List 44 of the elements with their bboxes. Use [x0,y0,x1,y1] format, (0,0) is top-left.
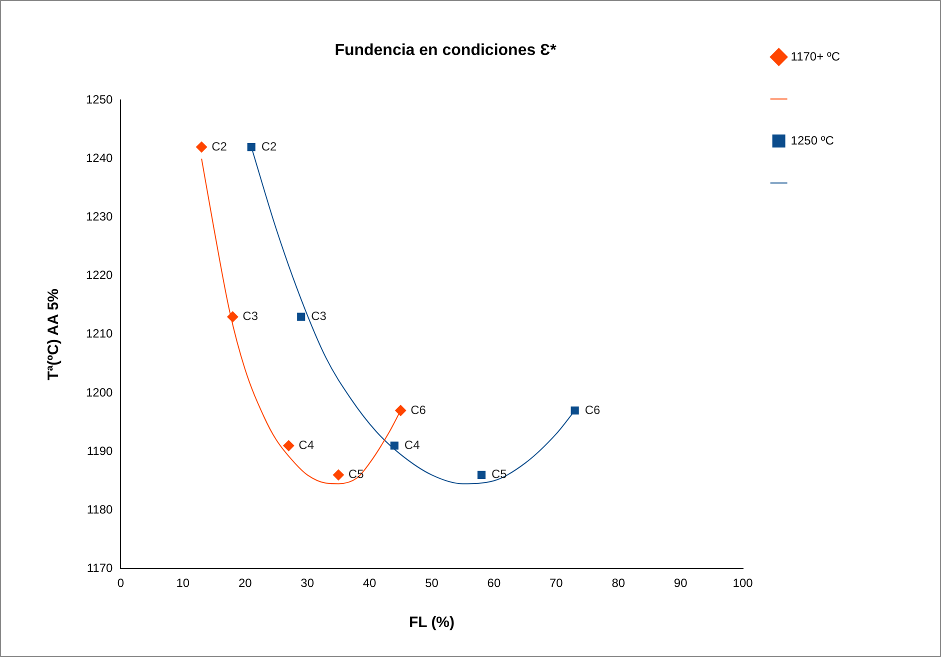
x-tick-label: 100 [732,576,754,590]
y-tick-label: 1200 [86,385,114,400]
x-axis-title: FL (%) [408,614,455,632]
annotation: C3 [242,309,258,324]
annotation: C2 [212,139,228,154]
annotation: C4 [404,438,420,452]
annotation: C2 [261,139,278,154]
legend-label: 1250 ºC [790,133,834,148]
y-tick-label: 1170 [86,560,114,575]
x-tick-label: 50 [425,576,439,590]
x-tick-label: 40 [362,576,377,590]
x-tick-label: 10 [176,576,190,590]
y-tick-label: 1240 [86,151,114,166]
y-tick-label: 1230 [86,210,114,224]
point [247,143,256,152]
y-tick-label: 1250 [86,92,114,107]
point [390,442,398,450]
y-tick-label: 1220 [86,268,114,282]
x-tick-label: 30 [300,576,314,590]
annotation: C6 [584,402,600,417]
y-tick-label: 1180 [86,502,114,516]
y-tick-label: 1190 [86,444,114,458]
x-tick-label: 60 [487,576,501,590]
annotation: C6 [410,402,426,417]
point [283,440,294,452]
point [227,311,238,322]
x-tick-label: 80 [612,576,626,590]
x-tick-label: 0 [117,576,124,590]
chart-title: Fundencia en condiciones Ɛ* [334,42,558,60]
x-tick-label: 90 [674,576,688,590]
y-axis-title: Tª(ºC) AA 5% [45,288,62,380]
x-tick-label: 70 [549,576,564,590]
point [395,405,406,416]
annotation: C4 [298,438,314,452]
point [332,469,344,480]
x-tick-label: 20 [238,576,252,590]
point [297,312,306,321]
point [196,142,208,153]
legend-label: 1170+ ºC [790,49,840,64]
point [477,470,486,479]
annotation: C3 [311,309,327,324]
point [570,406,579,415]
annotation: C5 [492,467,508,482]
y-tick-label: 1210 [86,326,114,341]
